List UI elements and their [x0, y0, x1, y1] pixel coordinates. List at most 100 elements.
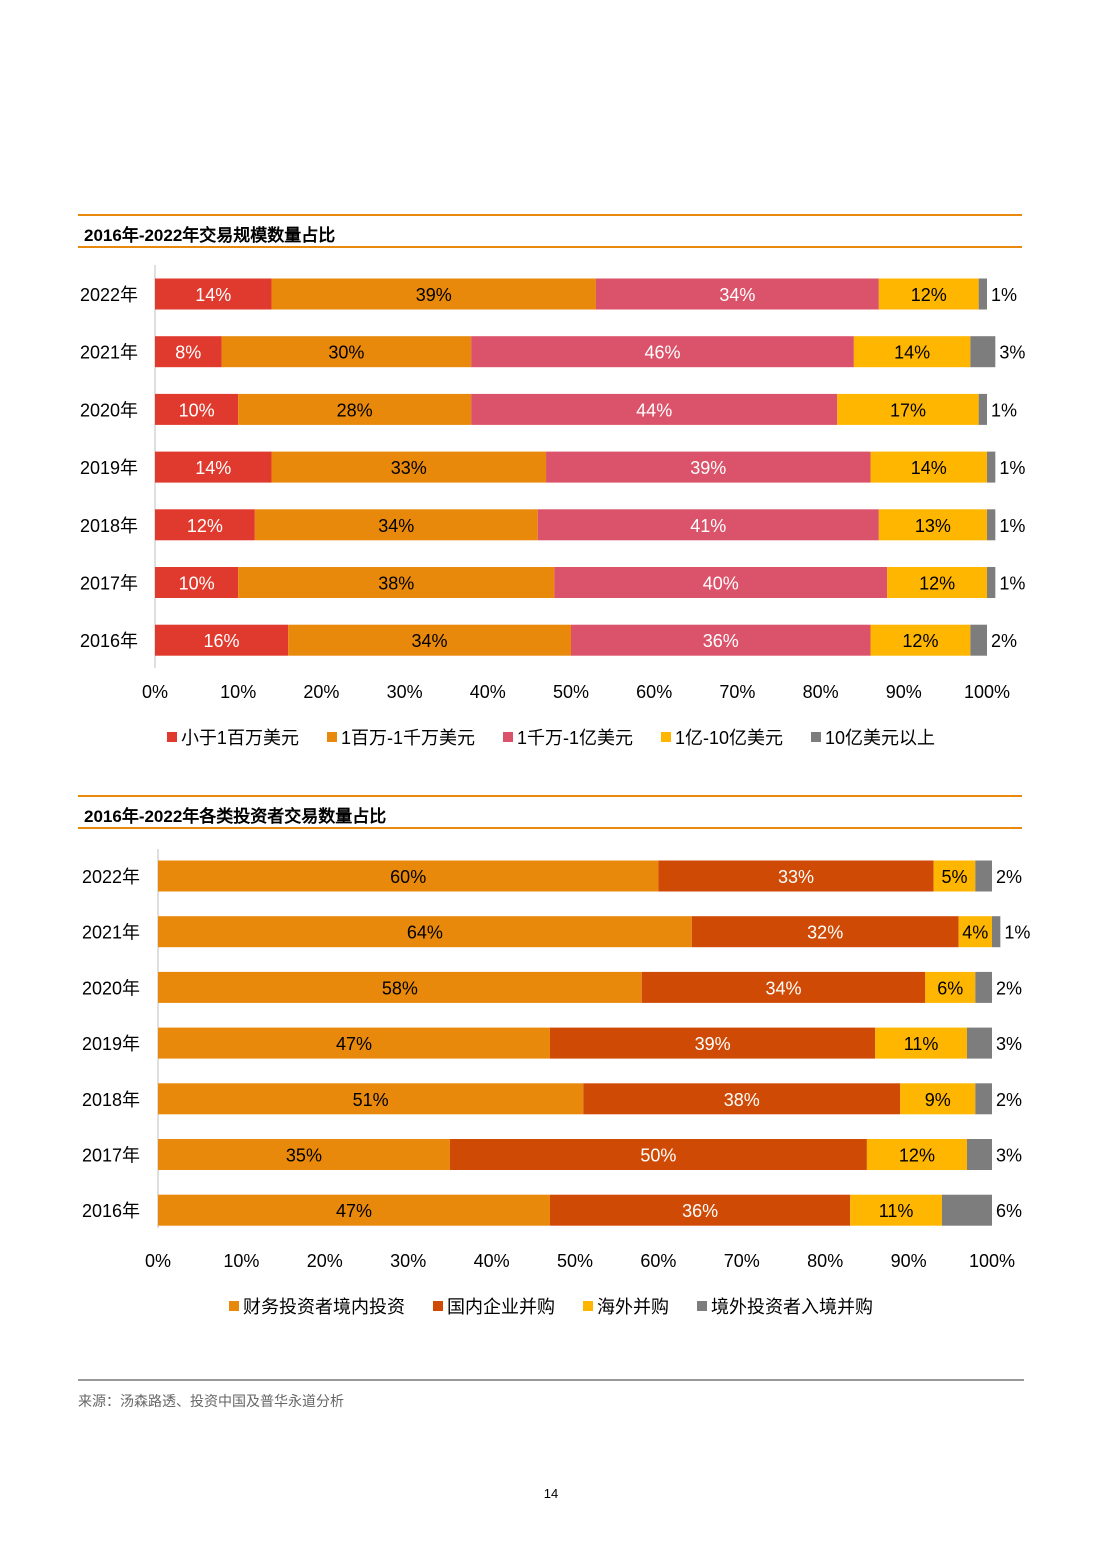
data-label: 2% [996, 867, 1022, 887]
bar-segment [987, 451, 996, 483]
data-label: 46% [645, 343, 681, 363]
chart1-title: 2016年-2022年交易规模数量占比 [84, 226, 336, 245]
chart1-svg: 2022年 14% 39% 34% 12% 1% 2021年 8% 30% 46% 14% 3% 202… [80, 265, 1025, 702]
category-label: 2016年 [82, 1201, 140, 1221]
data-label: 36% [682, 1201, 718, 1221]
data-label: 9% [925, 1090, 951, 1110]
legend-item: 海外并购 [583, 1293, 669, 1319]
bar-segment [158, 916, 692, 948]
x-tick-label: 20% [307, 1251, 343, 1271]
data-label: 10% [179, 574, 215, 594]
chart2-svg: 2022年 60% 33% 5% 2% 2021年 64% 32% 4% 1% 2020年 58% 34… [82, 849, 1030, 1271]
bar-segment [987, 567, 996, 598]
bar-segment [271, 451, 547, 483]
data-label: 51% [353, 1090, 389, 1110]
data-label: 12% [187, 516, 223, 536]
x-tick-label: 60% [636, 682, 672, 702]
data-label: 40% [703, 574, 739, 594]
data-label: 3% [996, 1034, 1022, 1054]
bar-segment [155, 336, 222, 368]
data-label: 34% [719, 285, 755, 305]
legend-label: 海外并购 [597, 1297, 669, 1317]
legend-item: 1百万-1千万美元 [326, 724, 475, 750]
data-label: 47% [336, 1201, 372, 1221]
data-label: 64% [407, 923, 443, 943]
data-label: 14% [195, 458, 231, 478]
category-label: 2020年 [82, 978, 140, 998]
x-tick-label: 90% [886, 682, 922, 702]
x-tick-label: 50% [557, 1251, 593, 1271]
x-tick-label: 80% [807, 1251, 843, 1271]
data-label: 34% [412, 631, 448, 651]
data-label: 47% [336, 1034, 372, 1054]
legend-swatch [433, 1301, 443, 1311]
chart1-legend: 小于1百万美元 1百万-1千万美元 1千万-1亿美元 1亿-10亿美元 10亿美元以上 [0, 724, 1102, 750]
bar-segment [870, 451, 987, 483]
chart2-investor-type: 2022年 60% 33% 5% 2% 2021年 64% 32% 4% 1% 2020年 58% 34… [0, 832, 1102, 1272]
bar-segment [158, 1194, 550, 1226]
bar-segment [155, 509, 255, 541]
bar-segment [238, 567, 555, 598]
legend-swatch [697, 1301, 707, 1311]
legend-label: 10亿美元以上 [825, 728, 936, 748]
bar-segment [158, 1139, 450, 1170]
legend-swatch [811, 732, 822, 742]
category-label: 2021年 [80, 343, 138, 363]
bar-segment [546, 451, 871, 483]
category-label: 2021年 [82, 923, 140, 943]
data-label: 30% [328, 343, 364, 363]
bar-segment [449, 1139, 867, 1170]
data-label: 12% [919, 574, 955, 594]
bar-segment [158, 971, 642, 1003]
data-label: 14% [894, 343, 930, 363]
chart1-transaction-size: 2022年 14% 39% 34% 12% 1% 2021年 8% 30% 46% 14% 3% 202… [0, 250, 1102, 710]
data-label: 16% [204, 631, 240, 651]
x-tick-label: 10% [220, 682, 256, 702]
data-label: 14% [911, 458, 947, 478]
x-tick-label: 40% [474, 1251, 510, 1271]
bar-segment [658, 860, 934, 892]
bar-segment [966, 1027, 992, 1059]
legend-item: 1亿-10亿美元 [660, 724, 783, 750]
data-label: 1% [999, 574, 1025, 594]
x-tick-label: 80% [803, 682, 839, 702]
x-tick-label: 100% [964, 682, 1010, 702]
bar-segment [958, 916, 992, 948]
legend-label: 小于1百万美元 [180, 728, 299, 748]
category-label: 2017年 [80, 574, 138, 594]
x-tick-label: 90% [891, 1251, 927, 1271]
chart1-section-title: 2016年-2022年交易规模数量占比 [78, 214, 1022, 248]
bar-segment [900, 1083, 976, 1115]
data-label: 1% [991, 285, 1017, 305]
category-label: 2019年 [80, 458, 138, 478]
legend-item: 小于1百万美元 [166, 724, 299, 750]
data-label: 2% [991, 631, 1017, 651]
x-tick-label: 70% [719, 682, 755, 702]
bar-segment [155, 393, 239, 425]
bar-segment [837, 393, 979, 425]
x-tick-label: 0% [145, 1251, 171, 1271]
bar-segment [925, 971, 976, 1003]
category-label: 2018年 [80, 516, 138, 536]
bar-segment [975, 860, 992, 892]
bar-segment [870, 624, 971, 656]
data-label: 1% [999, 458, 1025, 478]
data-label: 50% [640, 1146, 676, 1166]
data-label: 11% [904, 1034, 939, 1054]
bar-segment [549, 1027, 876, 1059]
data-label: 10% [179, 400, 215, 420]
data-label: 1% [991, 400, 1017, 420]
data-label: 14% [195, 285, 231, 305]
bar-segment [866, 1139, 967, 1170]
data-label: 36% [703, 631, 739, 651]
data-label: 2% [996, 1090, 1022, 1110]
legend-label: 境外投资者入境并购 [711, 1297, 873, 1317]
legend-swatch [660, 732, 671, 742]
data-label: 32% [807, 923, 843, 943]
bar-segment [850, 1194, 942, 1226]
bar-segment [471, 393, 838, 425]
bar-segment [155, 278, 272, 310]
bar-segment [691, 916, 959, 948]
data-label: 3% [996, 1146, 1022, 1166]
x-tick-label: 70% [724, 1251, 760, 1271]
